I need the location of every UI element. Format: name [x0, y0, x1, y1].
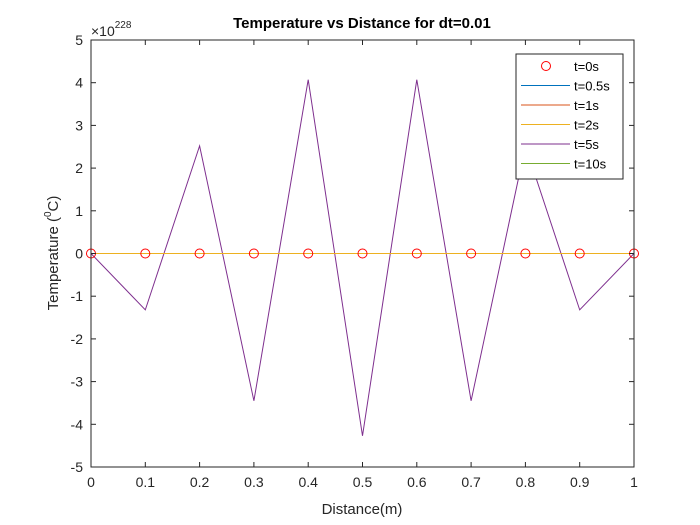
- y-tick-label: 3: [75, 117, 83, 133]
- y-tick-label: 2: [75, 160, 83, 176]
- y-tick-label: -4: [71, 416, 84, 432]
- legend-entry-label: t=10s: [574, 157, 607, 172]
- legend-entry-label: t=2s: [574, 118, 599, 133]
- y-tick-label: -2: [71, 331, 84, 347]
- y-tick-label: -3: [71, 374, 84, 390]
- x-tick-label: 0.9: [570, 474, 590, 490]
- data-point-t0: [194, 248, 205, 259]
- legend-marker: [541, 61, 551, 71]
- x-tick-label: 0.6: [407, 474, 427, 490]
- y-tick-label: -5: [71, 459, 84, 475]
- x-tick-label: 0.5: [353, 474, 373, 490]
- y-tick-label: 0: [75, 246, 83, 262]
- data-point-t0: [520, 248, 531, 259]
- chart-title: Temperature vs Distance for dt=0.01: [233, 15, 491, 32]
- data-point-t0: [411, 248, 422, 259]
- legend-entry-label: t=5s: [574, 137, 599, 152]
- legend-entry-label: t=0s: [574, 59, 599, 74]
- legend-box: [515, 53, 624, 180]
- x-tick-label: 0.2: [190, 474, 210, 490]
- y-tick-label: -1: [71, 288, 84, 304]
- x-tick-label: 1: [630, 474, 638, 490]
- y-axis-label-superscript: 0: [43, 211, 54, 217]
- x-tick-label: 0.1: [136, 474, 156, 490]
- y-axis-label-suffix: C): [45, 196, 62, 212]
- y-exponent-base: ×10: [91, 23, 115, 39]
- x-tick-label: 0.7: [461, 474, 481, 490]
- x-axis-label: Distance(m): [322, 501, 403, 518]
- data-point-t0: [466, 248, 477, 259]
- legend: t=0s t=0.5s t=1s t=2s t=5s t=10s: [515, 53, 624, 180]
- x-ticks: 0 0.1 0.2 0.3 0.4 0.5 0.6 0.7 0.8 0.9 1: [87, 40, 638, 490]
- y-axis-label: Temperature (0C): [43, 196, 62, 311]
- y-exponent-power: 228: [115, 20, 132, 31]
- x-tick-label: 0.8: [516, 474, 536, 490]
- data-point-t0: [303, 248, 314, 259]
- data-point-t0: [574, 248, 585, 259]
- data-point-t0: [248, 248, 259, 259]
- y-axis-label-prefix: Temperature (: [45, 217, 62, 310]
- x-tick-label: 0.4: [298, 474, 318, 490]
- data-point-t0: [357, 248, 368, 259]
- y-ticks: -5 -4 -3 -2 -1 0 1 2 3 4 5: [71, 32, 634, 475]
- y-axis-exponent: ×10228: [91, 20, 132, 39]
- series-line-t-5s: [90, 79, 635, 436]
- series-layer: [86, 79, 639, 436]
- y-tick-label: 1: [75, 203, 83, 219]
- y-tick-label: 4: [75, 75, 83, 91]
- y-tick-label: 5: [75, 32, 83, 48]
- x-tick-label: 0: [87, 474, 95, 490]
- legend-entry-label: t=0.5s: [574, 79, 610, 94]
- x-tick-label: 0.3: [244, 474, 264, 490]
- data-point-t0: [140, 248, 151, 259]
- legend-entry-label: t=1s: [574, 98, 599, 113]
